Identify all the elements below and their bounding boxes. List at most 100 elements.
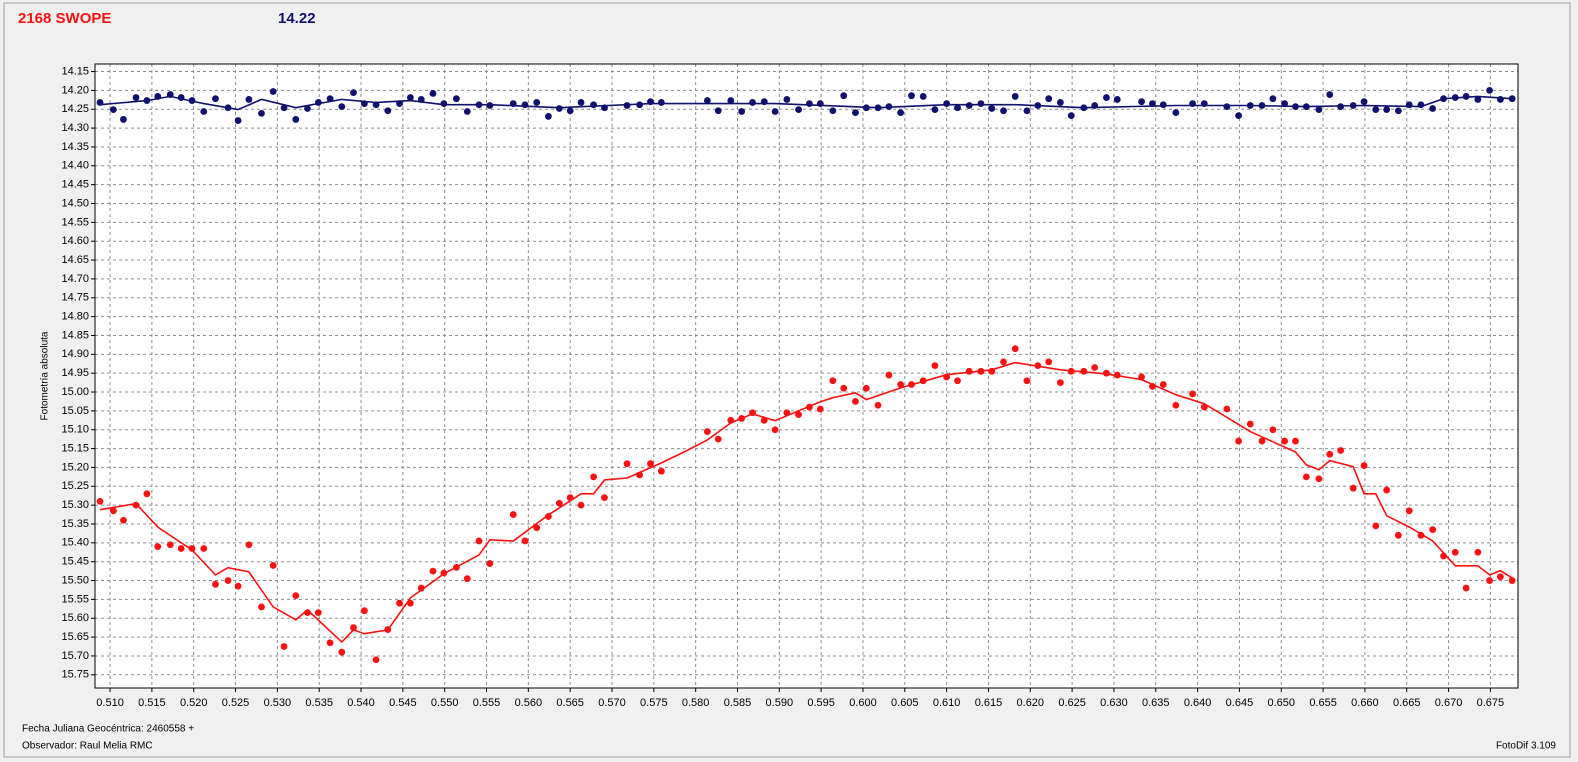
data-point <box>590 473 597 481</box>
data-point <box>1360 98 1368 106</box>
data-point <box>1000 358 1007 366</box>
data-point <box>486 560 494 567</box>
x-tick-label: 0.620 <box>1017 697 1045 709</box>
data-point <box>475 537 483 545</box>
data-point <box>188 545 196 552</box>
software: FotoDif 3.109 <box>1496 741 1556 752</box>
data-point <box>874 401 882 409</box>
data-point <box>292 116 300 123</box>
data-point <box>406 94 414 101</box>
data-point <box>200 108 208 115</box>
data-point <box>372 656 380 664</box>
x-tick-label: 0.635 <box>1142 697 1170 709</box>
data-point <box>840 384 848 392</box>
y-tick-label: 15.30 <box>61 499 89 511</box>
data-point <box>154 543 162 551</box>
data-point <box>727 97 735 104</box>
data-point <box>1486 86 1493 94</box>
y-tick-label: 15.70 <box>61 650 89 662</box>
data-point <box>816 405 824 413</box>
data-point <box>703 428 711 436</box>
data-point <box>384 107 392 115</box>
data-point <box>1394 531 1402 539</box>
x-tick-label: 0.645 <box>1226 697 1254 709</box>
data-point <box>852 109 859 117</box>
data-point <box>829 377 837 385</box>
y-tick-label: 14.75 <box>61 292 89 304</box>
x-tick-label: 0.610 <box>933 697 961 709</box>
y-tick-label: 15.00 <box>61 386 89 398</box>
x-tick-label: 0.595 <box>807 697 835 709</box>
data-point <box>234 117 242 124</box>
data-point <box>1103 94 1110 101</box>
data-point <box>1372 522 1380 530</box>
x-axis-label: Fecha Juliana Geocéntrica: 2460558 + <box>22 724 194 735</box>
data-point <box>545 513 552 520</box>
header-value: 14.22 <box>278 10 316 27</box>
data-point <box>738 108 746 115</box>
data-point <box>623 460 631 468</box>
y-tick-label: 14.80 <box>61 311 89 323</box>
data-point <box>771 426 779 434</box>
data-point <box>258 603 265 611</box>
data-point <box>1429 526 1437 534</box>
data-point <box>143 490 151 498</box>
data-point <box>360 607 368 615</box>
x-tick-label: 0.510 <box>96 697 124 709</box>
data-point <box>1383 106 1391 114</box>
data-point <box>943 100 951 107</box>
y-tick-label: 14.25 <box>61 103 89 115</box>
data-point <box>897 381 905 388</box>
x-tick-label: 0.630 <box>1100 697 1128 709</box>
y-tick-label: 14.55 <box>61 216 89 228</box>
data-point <box>795 106 802 114</box>
data-point <box>1372 106 1380 114</box>
y-tick-label: 15.40 <box>61 537 89 549</box>
x-tick-label: 0.560 <box>515 697 543 709</box>
plot-area <box>94 63 1519 689</box>
chart-title: 2168 SWOPE <box>18 10 111 27</box>
data-point <box>908 92 915 100</box>
x-tick-label: 0.655 <box>1309 697 1337 709</box>
data-point <box>954 104 961 112</box>
data-point <box>1223 103 1231 111</box>
y-tick-label: 14.85 <box>61 329 89 341</box>
y-axis-label: Fotometría absoluta <box>40 331 51 420</box>
y-tick-label: 15.65 <box>61 631 89 643</box>
data-point <box>132 94 140 101</box>
data-point <box>590 101 597 109</box>
data-point <box>177 545 185 552</box>
data-point <box>1045 358 1053 366</box>
x-tick-label: 0.545 <box>389 697 417 709</box>
data-point <box>1326 450 1334 458</box>
data-point <box>1235 437 1242 445</box>
x-tick-label: 0.585 <box>724 697 752 709</box>
data-point <box>1023 377 1031 385</box>
y-tick-label: 14.15 <box>61 65 89 77</box>
data-point <box>1451 548 1459 556</box>
data-point <box>1474 96 1482 103</box>
data-point <box>1159 101 1167 109</box>
data-point <box>1235 112 1242 120</box>
data-point <box>1429 105 1437 112</box>
y-tick-label: 14.40 <box>61 160 89 172</box>
data-point <box>1292 437 1299 445</box>
x-tick-label: 0.675 <box>1477 697 1505 709</box>
y-tick-label: 14.35 <box>61 141 89 153</box>
data-point <box>885 371 893 379</box>
y-tick-label: 15.25 <box>61 480 89 492</box>
x-tick-label: 0.540 <box>347 697 375 709</box>
x-tick-label: 0.550 <box>431 697 459 709</box>
y-tick-label: 14.95 <box>61 367 89 379</box>
data-point <box>1281 100 1288 107</box>
data-point <box>1394 107 1402 115</box>
data-point <box>1011 345 1019 353</box>
data-point <box>314 609 322 616</box>
data-point <box>350 624 357 632</box>
y-tick-label: 15.50 <box>61 574 89 586</box>
x-tick-label: 0.650 <box>1267 697 1295 709</box>
x-tick-label: 0.565 <box>556 697 584 709</box>
x-tick-label: 0.670 <box>1435 697 1463 709</box>
y-tick-label: 14.50 <box>61 197 89 209</box>
